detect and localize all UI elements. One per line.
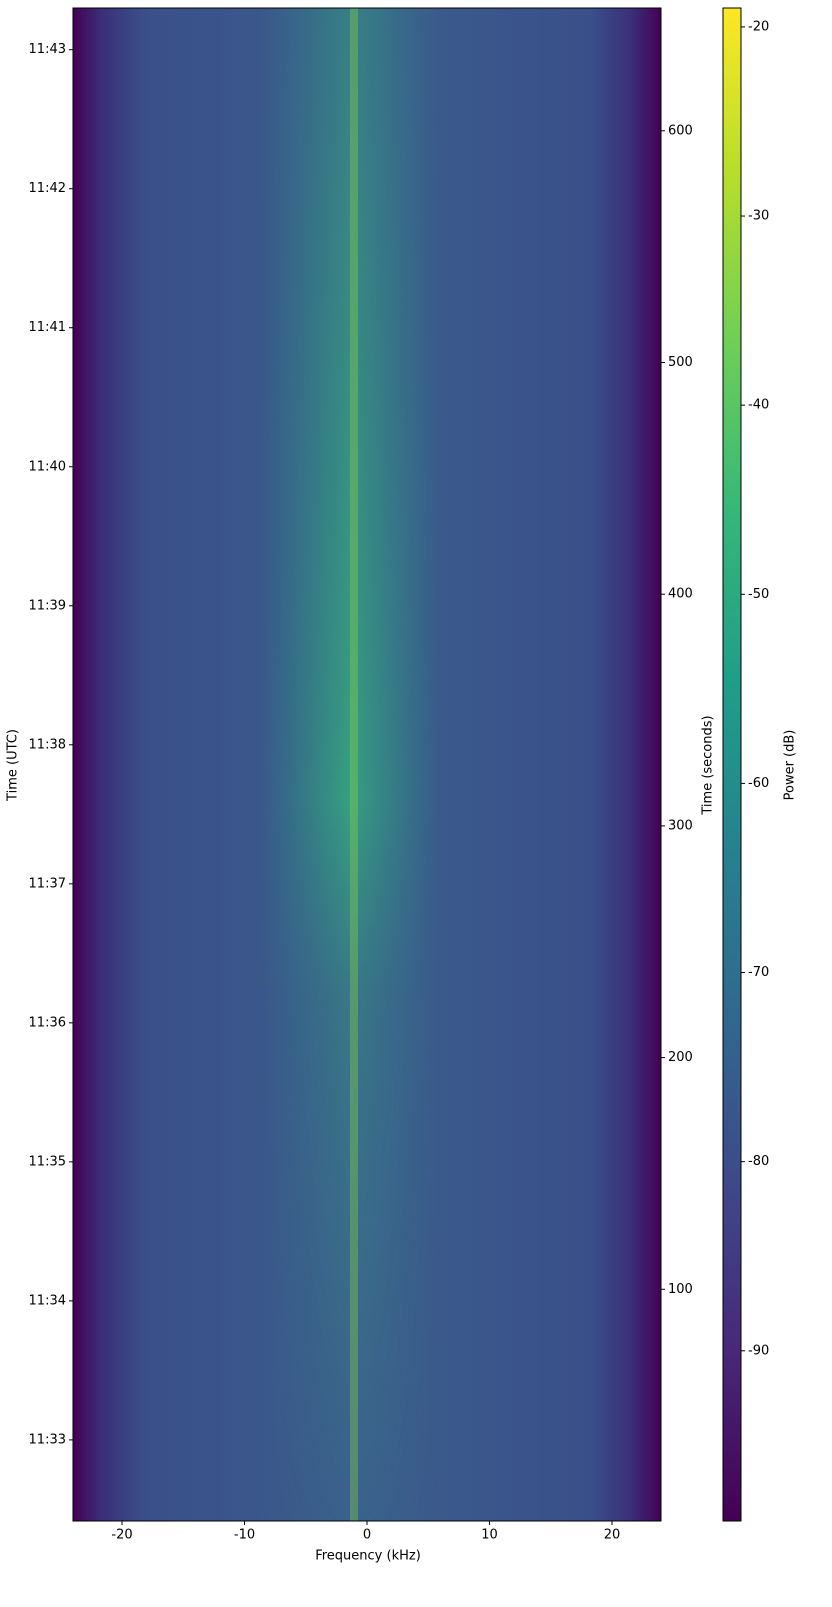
- x-tick-label: 0: [363, 1528, 371, 1543]
- colorbar-label: Power (dB): [783, 730, 798, 801]
- y-tick-label: 11:41: [29, 320, 66, 335]
- y2-tick-label: 500: [668, 355, 693, 370]
- y2-tick-label: 100: [668, 1282, 693, 1297]
- y-axis-label: Time (UTC): [6, 729, 21, 802]
- y2-tick-label: 300: [668, 818, 693, 833]
- colorbar-tick-label: -40: [748, 398, 769, 413]
- colorbar-tick-label: -20: [748, 19, 769, 34]
- colorbar-tick-label: -60: [748, 776, 769, 791]
- x-tick-label: -10: [234, 1528, 255, 1543]
- x-tick-label: 10: [481, 1528, 498, 1543]
- carrier-line: [350, 8, 358, 1521]
- spectrogram-area: [72, 7, 662, 1522]
- y-tick-label: 11:39: [29, 598, 66, 613]
- y2-tick-label: 600: [668, 123, 693, 138]
- y-tick-label: 11:43: [29, 42, 66, 57]
- y-tick-label: 11:34: [29, 1293, 66, 1308]
- colorbar-tick-label: -80: [748, 1154, 769, 1169]
- colorbar-tick-label: -90: [748, 1343, 769, 1358]
- x-tick-label: -20: [111, 1528, 132, 1543]
- x-tick-label: 20: [604, 1528, 621, 1543]
- y-tick-label: 11:36: [29, 1015, 66, 1030]
- y-tick-label: 11:40: [29, 459, 66, 474]
- x-axis-label: Frequency (kHz): [315, 1549, 421, 1564]
- signal-region: [260, 8, 440, 1521]
- y-tick-label: 11:35: [29, 1154, 66, 1169]
- y-tick-label: 11:33: [29, 1432, 66, 1447]
- colorbar-tick-label: -70: [748, 965, 769, 980]
- colorbar: [722, 7, 742, 1522]
- y-tick-label: 11:42: [29, 181, 66, 196]
- colorbar-tick-label: -30: [748, 209, 769, 224]
- y2-tick-label: 200: [668, 1050, 693, 1065]
- colorbar-tick-label: -50: [748, 587, 769, 602]
- y2-axis-label: Time (seconds): [701, 715, 716, 815]
- y2-tick-label: 400: [668, 587, 693, 602]
- y-tick-label: 11:38: [29, 737, 66, 752]
- y-tick-label: 11:37: [29, 876, 66, 891]
